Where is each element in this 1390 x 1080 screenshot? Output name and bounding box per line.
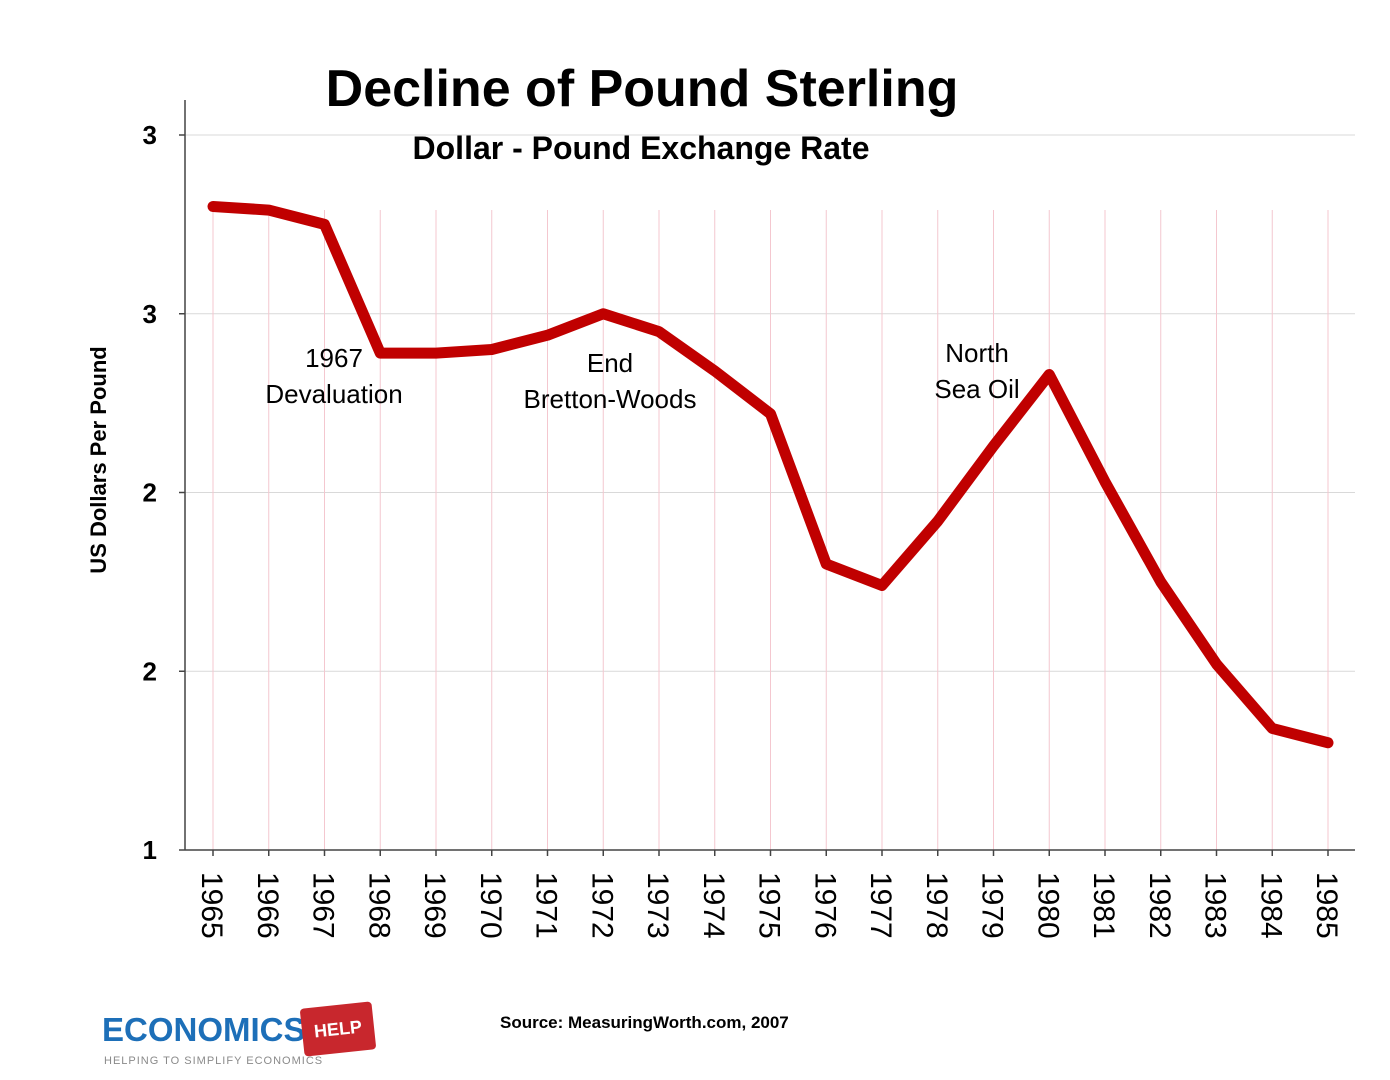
y-tick-label-1: 2 xyxy=(143,656,157,686)
axes xyxy=(179,100,1355,856)
logo-tagline: HELPING TO SIMPLIFY ECONOMICS xyxy=(104,1055,324,1067)
annotation-0-line-0: 1967 xyxy=(305,343,363,373)
x-tick-label-1971: 1971 xyxy=(530,872,563,939)
logo-badge: HELP xyxy=(299,1001,377,1057)
x-tick-label-1978: 1978 xyxy=(920,872,953,939)
series-line-0 xyxy=(207,201,1334,749)
x-tick-label-1982: 1982 xyxy=(1143,872,1176,939)
series-lines xyxy=(207,201,1334,749)
y-tick-labels: 1 2 2 3 3 xyxy=(143,120,157,865)
chart-title: Decline of Pound Sterling xyxy=(326,60,959,118)
y-tick-label-4: 3 xyxy=(143,120,157,150)
x-tick-label-1975: 1975 xyxy=(753,872,786,939)
annotations: 1967 Devaluation End Bretton-Woods North Sea … xyxy=(265,338,1019,414)
annotation-1-line-1: Bretton-Woods xyxy=(524,384,697,414)
y-tick-label-2: 2 xyxy=(143,478,157,508)
annotation-1-line-0: End xyxy=(587,348,633,378)
x-tick-label-1984: 1984 xyxy=(1254,872,1287,939)
x-tick-label-1972: 1972 xyxy=(585,872,618,939)
x-tick-label-1979: 1979 xyxy=(976,872,1009,939)
y-axis-label: US Dollars Per Pound xyxy=(86,346,111,573)
x-tick-label-1966: 1966 xyxy=(251,872,284,939)
x-tick-label-1968: 1968 xyxy=(362,872,395,939)
y-tick-label-0: 1 xyxy=(143,835,157,865)
annotation-0-line-1: Devaluation xyxy=(265,379,402,409)
chart-subtitle: Dollar - Pound Exchange Rate xyxy=(413,130,870,166)
logo-wordmark: ECONOMICS xyxy=(102,1011,306,1048)
x-tick-label-1965: 1965 xyxy=(195,872,228,939)
y-tick-label-3: 3 xyxy=(143,299,157,329)
x-tick-labels: 1965 1966 1967 1968 1969 1970 1971 1972 1973 1974… xyxy=(195,872,1343,939)
x-tick-label-1969: 1969 xyxy=(418,872,451,939)
economics-help-logo: ECONOMICS HELP HELPING TO SIMPLIFY ECONO… xyxy=(102,1001,382,1075)
x-tick-label-1973: 1973 xyxy=(641,872,674,939)
x-tick-label-1967: 1967 xyxy=(307,872,340,939)
source-note: Source: MeasuringWorth.com, 2007 xyxy=(500,1013,789,1032)
x-tick-label-1983: 1983 xyxy=(1199,872,1232,939)
annotation-2-line-1: Sea Oil xyxy=(934,374,1019,404)
x-tick-label-1976: 1976 xyxy=(808,872,841,939)
grid-lines xyxy=(185,134,1355,850)
x-tick-label-1985: 1985 xyxy=(1310,872,1343,939)
x-tick-label-1980: 1980 xyxy=(1031,872,1064,939)
x-tick-label-1970: 1970 xyxy=(474,872,507,939)
x-tick-label-1974: 1974 xyxy=(697,872,730,939)
x-tick-label-1977: 1977 xyxy=(864,872,897,939)
annotation-2-line-0: North xyxy=(945,338,1009,368)
x-tick-label-1981: 1981 xyxy=(1087,872,1120,939)
